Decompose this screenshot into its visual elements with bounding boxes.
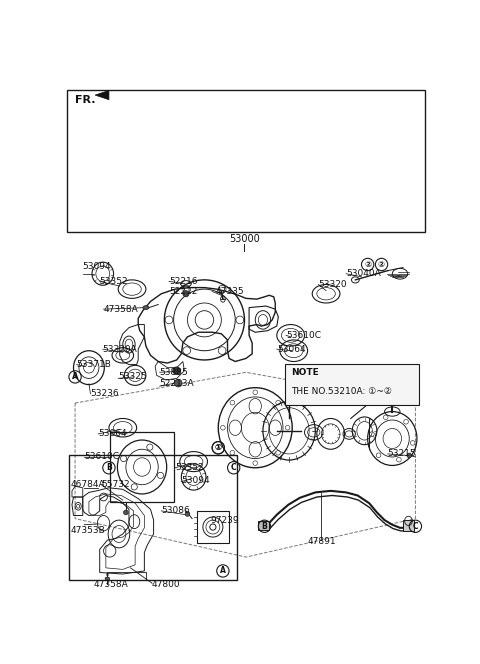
Bar: [258, 521, 269, 530]
Circle shape: [185, 512, 190, 517]
Circle shape: [173, 367, 180, 374]
Circle shape: [174, 379, 182, 387]
Text: 47353B: 47353B: [71, 527, 105, 535]
Text: A: A: [220, 566, 226, 576]
Text: 53352: 53352: [100, 277, 128, 286]
Text: 47335: 47335: [215, 287, 244, 296]
Circle shape: [407, 453, 411, 457]
Text: 53371B: 53371B: [77, 360, 111, 369]
Bar: [110, 432, 174, 501]
Bar: [197, 511, 229, 543]
Text: 53094: 53094: [83, 262, 111, 270]
Text: 53325: 53325: [118, 372, 147, 380]
Text: ①: ①: [215, 444, 222, 452]
Text: 53885: 53885: [160, 368, 189, 376]
Text: 53215: 53215: [388, 450, 416, 458]
Text: THE NO.53210A: ①~②: THE NO.53210A: ①~②: [291, 387, 392, 396]
Bar: [69, 456, 237, 580]
Text: 46784A: 46784A: [71, 480, 105, 489]
Text: 53064: 53064: [98, 430, 127, 438]
Circle shape: [123, 510, 128, 515]
Text: 55732: 55732: [101, 480, 130, 489]
Text: 52213A: 52213A: [160, 379, 194, 388]
Text: 47358A: 47358A: [104, 305, 138, 313]
Text: ②: ②: [364, 260, 371, 269]
Text: C: C: [231, 463, 237, 472]
Text: 53610C: 53610C: [84, 452, 120, 461]
Circle shape: [183, 291, 189, 297]
Polygon shape: [95, 90, 109, 100]
Text: 53320A: 53320A: [103, 345, 138, 354]
Text: 53064: 53064: [277, 345, 305, 354]
Text: FR.: FR.: [75, 95, 96, 105]
Text: 47891: 47891: [307, 537, 336, 546]
Ellipse shape: [143, 305, 149, 309]
Text: B: B: [262, 522, 267, 531]
Text: 53040A: 53040A: [346, 269, 381, 278]
Text: C: C: [413, 522, 418, 531]
Text: B: B: [106, 463, 112, 472]
Text: 53320: 53320: [318, 280, 347, 289]
Text: 52216: 52216: [169, 277, 197, 286]
FancyBboxPatch shape: [285, 364, 419, 406]
Text: 53610C: 53610C: [286, 331, 321, 340]
Text: 47358A: 47358A: [94, 580, 128, 590]
Bar: [403, 520, 414, 531]
Text: A: A: [72, 373, 78, 381]
Text: ①: ①: [215, 444, 222, 452]
Text: 53000: 53000: [229, 234, 260, 244]
Text: 52212: 52212: [169, 287, 197, 296]
Text: 53094: 53094: [181, 475, 210, 485]
Text: NOTE: NOTE: [291, 368, 318, 376]
Text: 47800: 47800: [152, 580, 180, 590]
Text: 53236: 53236: [90, 389, 119, 398]
Text: 53352: 53352: [175, 463, 204, 472]
Ellipse shape: [105, 577, 110, 580]
Text: 53086: 53086: [161, 507, 190, 515]
Text: ②: ②: [378, 260, 385, 269]
Text: 97239: 97239: [211, 516, 239, 525]
Bar: [67, 90, 425, 232]
